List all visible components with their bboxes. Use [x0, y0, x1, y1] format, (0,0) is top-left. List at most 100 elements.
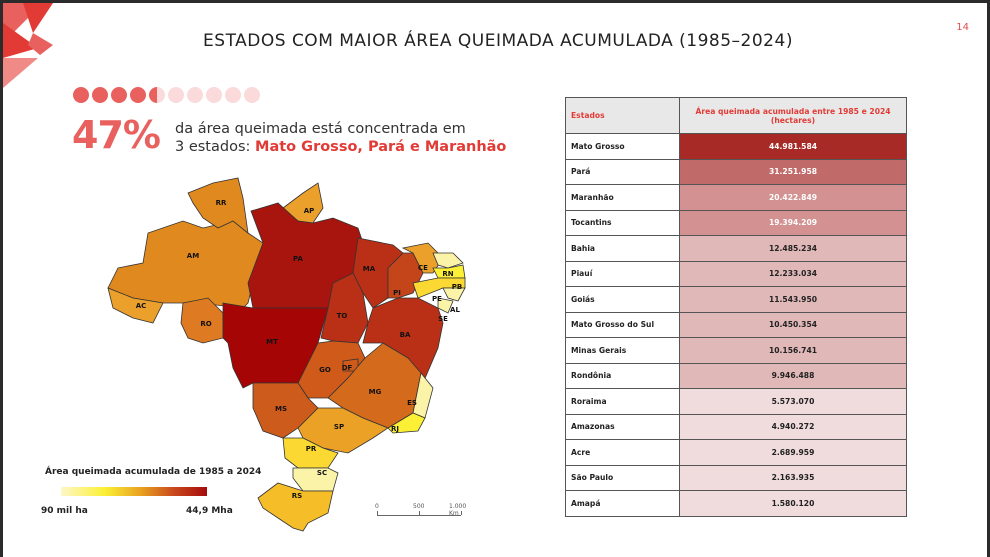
dot-empty — [225, 87, 241, 103]
state-al — [442, 287, 466, 302]
header-area: Área queimada acumulada entre 1985 e 202… — [679, 97, 907, 134]
dot-empty — [206, 87, 222, 103]
dot-filled — [73, 87, 89, 103]
table-row: Goiás 11.543.950 — [565, 286, 907, 313]
map-label: TO — [337, 312, 348, 320]
scale-tick — [377, 511, 378, 515]
map-label: RR — [216, 199, 227, 207]
table-row: São Paulo 2.163.935 — [565, 464, 907, 491]
state-rj — [387, 412, 426, 434]
map-label: BA — [400, 331, 411, 339]
state-name: Amapá — [565, 490, 680, 517]
burned-area-value: 20.422.849 — [679, 184, 907, 211]
dot-filled — [111, 87, 127, 103]
table-row: Amazonas 4.940.272 — [565, 413, 907, 440]
burned-area-value: 2.163.935 — [679, 464, 907, 491]
header-states: Estados — [565, 97, 680, 134]
burned-area-value: 19.394.209 — [679, 209, 907, 236]
brazil-map: RR AP AM PA MA CE RN PB PE AL SE PI AC R… — [107, 177, 466, 532]
state-name: Tocantins — [565, 209, 680, 236]
state-name: Bahia — [565, 235, 680, 262]
map-label: SC — [317, 469, 327, 477]
state-name: Maranhão — [565, 184, 680, 211]
state-name: Goiás — [565, 286, 680, 313]
state-pb — [432, 264, 466, 279]
state-name: Roraima — [565, 388, 680, 415]
state-name: Amazonas — [565, 413, 680, 440]
table-body: Mato Grosso 44.981.584 Pará 31.251.958 Maran… — [565, 133, 907, 517]
legend-title: Área queimada acumulada de 1985 a 2024 — [45, 467, 262, 477]
state-ac — [107, 287, 164, 324]
state-name: Minas Gerais — [565, 337, 680, 364]
burned-area-value: 5.573.070 — [679, 388, 907, 415]
map-label: CE — [418, 264, 428, 272]
highlight-description: da área queimada está concentrada em 3 e… — [175, 120, 506, 156]
slide-title: ESTADOS COM MAIOR ÁREA QUEIMADA ACUMULAD… — [203, 31, 793, 51]
map-label: RJ — [391, 425, 399, 433]
state-sc — [292, 467, 339, 492]
legend-min-label: 90 mil ha — [41, 506, 88, 516]
table-row: Mato Grosso do Sul 10.450.354 — [565, 311, 907, 338]
state-am — [107, 220, 264, 309]
scale-tick — [419, 511, 420, 515]
map-label: DF — [342, 364, 353, 372]
scale-label: 500 — [413, 503, 425, 510]
map-label: AM — [187, 252, 199, 260]
state-pr — [282, 437, 339, 469]
burned-area-value: 10.450.354 — [679, 311, 907, 338]
percent-dot-indicator — [73, 87, 260, 103]
state-rn — [432, 252, 464, 269]
slide: ESTADOS COM MAIOR ÁREA QUEIMADA ACUMULAD… — [3, 3, 987, 557]
scale-label: 1.000 Km — [449, 503, 467, 517]
page-number: 14 — [956, 22, 969, 33]
map-label: PR — [306, 445, 317, 453]
state-name: Mato Grosso — [565, 133, 680, 160]
table-row: Pará 31.251.958 — [565, 158, 907, 185]
highlight-line1: da área queimada está concentrada em — [175, 121, 466, 137]
state-ro — [180, 297, 224, 344]
map-label: MA — [363, 265, 376, 273]
dot-empty — [168, 87, 184, 103]
map-label: PE — [432, 295, 442, 303]
map-label: AP — [304, 207, 315, 215]
scale-bar: 0 500 1.000 Km — [375, 503, 470, 521]
map-label: RS — [292, 492, 302, 500]
map-label: MG — [369, 388, 382, 396]
table-row: Mato Grosso 44.981.584 — [565, 133, 907, 160]
scale-line — [377, 515, 461, 516]
table-row: Acre 2.689.959 — [565, 439, 907, 466]
dot-empty — [187, 87, 203, 103]
states-table: Estados Área queimada acumulada entre 19… — [565, 97, 907, 517]
highlight-line2-prefix: 3 estados: — [175, 139, 256, 155]
brand-logo-icon — [3, 3, 53, 88]
table-row: Amapá 1.580.120 — [565, 490, 907, 517]
map-label: AL — [450, 306, 460, 314]
burned-area-value: 31.251.958 — [679, 158, 907, 185]
highlight-states: Mato Grosso, Pará e Maranhão — [255, 139, 507, 155]
burned-area-value: 10.156.741 — [679, 337, 907, 364]
burned-area-value: 44.981.584 — [679, 133, 907, 160]
table-row: Tocantins 19.394.209 — [565, 209, 907, 236]
map-label: PB — [452, 283, 462, 291]
state-name: Rondônia — [565, 362, 680, 389]
map-label: RN — [442, 270, 453, 278]
table-row: Piauí 12.233.034 — [565, 260, 907, 287]
burned-area-value: 2.689.959 — [679, 439, 907, 466]
map-label: RO — [200, 320, 211, 328]
burned-area-value: 11.543.950 — [679, 286, 907, 313]
dot-filled — [130, 87, 146, 103]
table-row: Minas Gerais 10.156.741 — [565, 337, 907, 364]
table-row: Bahia 12.485.234 — [565, 235, 907, 262]
legend-color-ramp — [61, 487, 207, 496]
map-state-labels: RR AP AM PA MA CE RN PB PE AL SE PI AC R… — [136, 199, 463, 500]
table-row: Maranhão 20.422.849 — [565, 184, 907, 211]
dot-filled — [92, 87, 108, 103]
burned-area-value: 12.485.234 — [679, 235, 907, 262]
highlight-percent: 47% — [72, 113, 161, 157]
scale-tick — [461, 511, 462, 515]
state-name: Mato Grosso do Sul — [565, 311, 680, 338]
map-label: PI — [393, 289, 401, 297]
map-label: MS — [275, 405, 287, 413]
state-rr — [187, 177, 249, 234]
map-label: PA — [293, 255, 303, 263]
